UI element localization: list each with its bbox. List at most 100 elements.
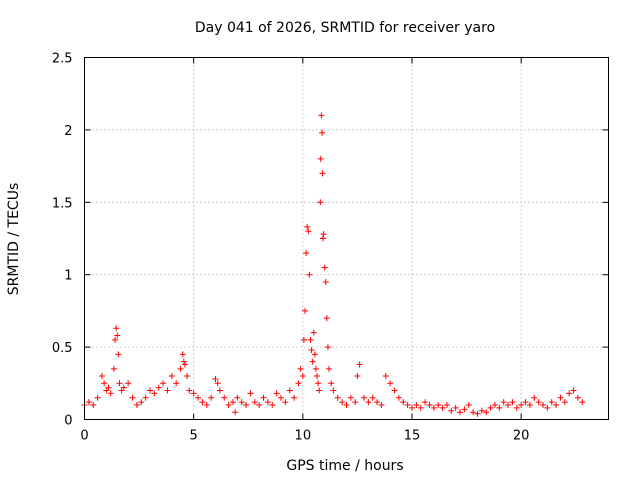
data-point: [387, 380, 394, 387]
data-point: [142, 394, 149, 401]
data-point: [120, 384, 127, 391]
data-point: [260, 394, 267, 401]
data-point: [125, 380, 132, 387]
data-point: [315, 380, 322, 387]
data-point: [448, 407, 455, 414]
data-point: [212, 375, 219, 382]
data-point: [173, 380, 180, 387]
data-point: [483, 409, 490, 416]
data-point: [470, 409, 477, 416]
data-point: [151, 390, 158, 397]
data-point: [305, 228, 312, 235]
data-point: [513, 404, 520, 411]
data-point: [247, 390, 254, 397]
data-point: [168, 373, 175, 380]
data-point: [155, 384, 162, 391]
data-point: [295, 380, 302, 387]
x-tick-label: 15: [404, 429, 421, 444]
data-point: [181, 361, 188, 368]
data-point: [328, 380, 335, 387]
data-point: [461, 406, 468, 413]
data-point: [179, 351, 186, 358]
x-tick-label: 0: [80, 429, 88, 444]
data-point: [535, 399, 542, 406]
data-point: [487, 404, 494, 411]
data-point: [326, 365, 333, 372]
data-point: [321, 264, 328, 271]
data-point: [465, 402, 472, 409]
data-point: [85, 399, 92, 406]
data-point: [474, 410, 481, 417]
data-point: [496, 404, 503, 411]
y-tick-label: 1.5: [52, 196, 73, 211]
data-point: [570, 387, 577, 394]
data-point: [322, 278, 329, 285]
x-tick-label: 5: [190, 429, 198, 444]
data-point: [309, 358, 316, 365]
data-point: [110, 365, 117, 372]
data-point: [90, 402, 97, 409]
data-point: [238, 399, 245, 406]
data-point: [302, 307, 309, 314]
data-point: [526, 402, 533, 409]
data-point: [365, 399, 372, 406]
data-point: [413, 402, 420, 409]
data-point: [356, 361, 363, 368]
data-point: [203, 402, 210, 409]
y-tick-label: 1: [64, 269, 72, 284]
data-point: [232, 409, 239, 416]
data-point: [347, 394, 354, 401]
data-point: [354, 373, 361, 380]
data-point: [101, 380, 108, 387]
data-point: [269, 402, 276, 409]
data-point: [324, 344, 331, 351]
data-point: [374, 399, 381, 406]
data-point: [478, 407, 485, 414]
data-point: [316, 387, 323, 394]
data-point: [306, 271, 313, 278]
data-point: [94, 394, 101, 401]
data-point: [177, 365, 184, 372]
data-point: [243, 402, 250, 409]
y-tick-label: 0: [64, 414, 72, 429]
data-point: [147, 387, 153, 394]
data-point: [105, 384, 112, 391]
data-point: [369, 394, 376, 401]
data-point: [426, 402, 433, 409]
data-point: [129, 394, 136, 401]
data-point: [491, 402, 498, 409]
x-tick-label: 20: [513, 429, 530, 444]
data-point: [160, 380, 167, 387]
data-point: [505, 402, 512, 409]
data-point: [518, 402, 525, 409]
y-tick-label: 2.5: [52, 52, 73, 67]
data-point: [133, 402, 140, 409]
data-point: [391, 387, 398, 394]
data-point: [317, 155, 324, 162]
data-point: [229, 399, 236, 406]
data-point: [343, 402, 350, 409]
data-point: [138, 399, 145, 406]
data-point: [509, 399, 516, 406]
data-point: [208, 394, 215, 401]
data-point: [311, 351, 318, 358]
data-point: [114, 332, 121, 339]
data-point: [404, 402, 411, 409]
data-point: [225, 402, 232, 409]
data-point: [553, 402, 560, 409]
data-point: [443, 402, 450, 409]
data-point: [330, 387, 337, 394]
data-point: [557, 394, 564, 401]
data-point: [195, 394, 202, 401]
data-point: [339, 399, 346, 406]
data-point: [566, 390, 573, 397]
data-point: [273, 390, 280, 397]
chart-title: Day 041 of 2026, SRMTID for receiver yar…: [195, 20, 495, 36]
data-point: [314, 373, 321, 380]
data-point: [297, 365, 304, 372]
x-tick-label: 10: [295, 429, 312, 444]
data-point: [319, 235, 326, 242]
axis-ticks: [84, 57, 609, 420]
data-point: [199, 399, 206, 406]
